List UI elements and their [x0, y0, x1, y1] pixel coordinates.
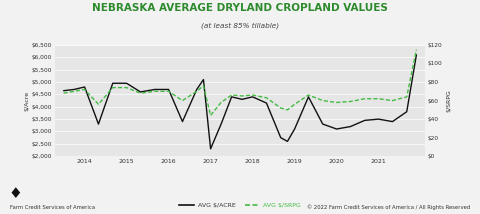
Text: (at least 85% tillable): (at least 85% tillable) [201, 22, 279, 29]
Text: Farm Credit Services of America: Farm Credit Services of America [10, 205, 95, 210]
Legend: AVG $/ACRE, AVG $/SRPG: AVG $/ACRE, AVG $/SRPG [176, 200, 304, 211]
Y-axis label: $/Acre: $/Acre [24, 91, 29, 111]
Text: © 2022 Farm Credit Services of America / All Rights Reserved: © 2022 Farm Credit Services of America /… [307, 204, 470, 210]
Polygon shape [12, 187, 20, 198]
Y-axis label: $/SRPG: $/SRPG [446, 89, 452, 112]
Text: NEBRASKA AVERAGE DRYLAND CROPLAND VALUES: NEBRASKA AVERAGE DRYLAND CROPLAND VALUES [92, 3, 388, 13]
